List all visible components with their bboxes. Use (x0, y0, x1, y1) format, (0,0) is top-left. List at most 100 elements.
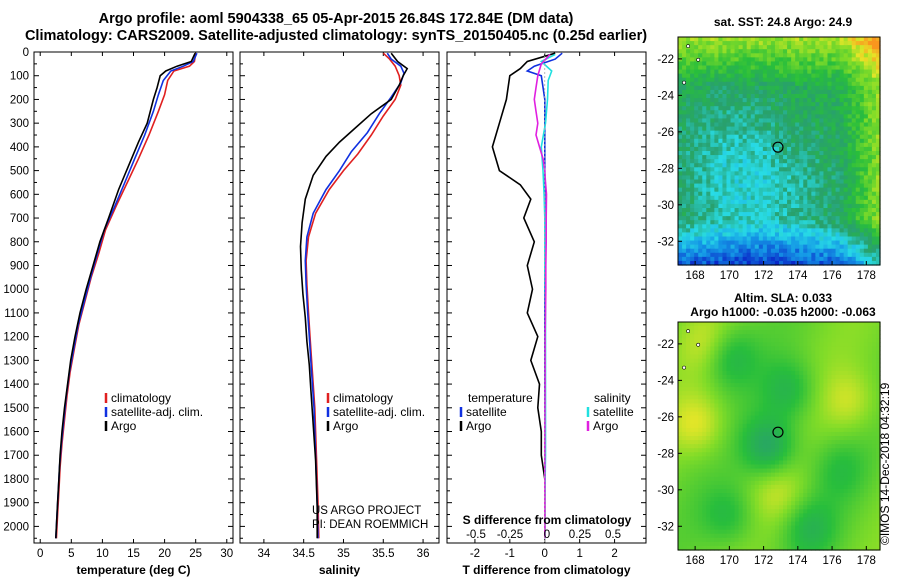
ax-sst-cell (698, 73, 703, 79)
ax-sst-cell (811, 220, 816, 225)
ax-sst-cell (694, 187, 699, 193)
ax-sst-cell (746, 41, 752, 46)
ax-sst-cell (718, 65, 724, 71)
ax-sst-cell (863, 179, 869, 185)
ax-sst-cell (714, 118, 719, 124)
ax-sst-cell (851, 256, 857, 262)
ax-sst-cell (710, 187, 715, 193)
ax-sst-cell (742, 183, 748, 189)
ax-sst-cell (746, 81, 752, 87)
ax-alt-cell (779, 391, 784, 396)
ax-sst-cell (871, 138, 877, 144)
ax-alt-cell (766, 322, 772, 327)
ax-alt-cell (742, 403, 748, 409)
ax-sst-cell (698, 53, 703, 58)
ax-alt-cell (835, 440, 841, 445)
ax-sst-cell (738, 236, 744, 242)
ax-sst-cell (827, 110, 833, 115)
ax-sst-cell (722, 159, 728, 164)
ax-sst-cell (766, 236, 772, 242)
ax-sst-xtick-label: 178 (857, 270, 876, 282)
ax-sst-cell (730, 220, 736, 225)
ax-sst-cell (686, 61, 691, 67)
ax-sst-cell (803, 37, 808, 42)
ax-alt-cell (722, 403, 728, 409)
ax-sst-cell (863, 126, 869, 132)
ax-sst-cell (807, 106, 812, 111)
ax-alt-cell (783, 444, 788, 449)
ax-alt-cell (706, 362, 711, 368)
ax-alt-cell (839, 370, 845, 376)
ax-alt-cell (722, 440, 728, 445)
ax-sst-cell (847, 73, 853, 79)
ax-sst-cell (726, 260, 732, 266)
ax-sst-cell (803, 203, 808, 209)
ax-alt-cell (867, 322, 873, 327)
ax-sst-cell (734, 61, 740, 67)
ax-sst-cell (787, 183, 792, 189)
ax-sst-cell (855, 244, 861, 250)
ax-alt-cell (847, 358, 853, 364)
ax-sst-cell (863, 212, 869, 217)
ax-sst-cell (791, 167, 796, 172)
ax-sst-cell (807, 65, 812, 71)
ax-sst-cell (791, 175, 796, 181)
ax-sst-cell (811, 167, 816, 172)
ax-sst-cell (803, 228, 808, 234)
ax-sst-cell (746, 130, 752, 136)
ax-sst-cell (815, 183, 820, 189)
ax-alt-cell (686, 366, 691, 372)
ax-sst-cell (746, 159, 752, 164)
ax-alt-cell (682, 362, 687, 368)
ax-alt-cell (855, 399, 861, 405)
ax-sst-cell (799, 118, 804, 124)
ax-alt-cell (686, 379, 691, 384)
ax-sst-cell (835, 41, 841, 46)
ax-alt-cell (762, 346, 768, 352)
ax-sst-cell (795, 45, 800, 50)
ax-sst-cell (714, 236, 719, 242)
ax-alt-cell (839, 366, 845, 372)
ax-alt-cell (867, 448, 873, 453)
ax-alt-cell (851, 444, 857, 449)
ax-sst-cell (839, 77, 845, 83)
ax-temp-ytick-label: 1300 (3, 355, 29, 367)
ax-sst-cell (843, 130, 849, 136)
ax-sst-cell (863, 130, 869, 136)
ax-sst-cell (827, 49, 833, 54)
ax-alt-cell (690, 391, 695, 396)
ax-sst-cell (815, 138, 820, 144)
ax-sst-cell (835, 199, 841, 205)
ax-alt-cell (710, 366, 715, 372)
ax-sst-cell (851, 106, 857, 111)
ax-alt-cell (835, 395, 841, 400)
ax-alt-cell (871, 362, 877, 368)
ax-alt-cell (686, 460, 691, 466)
ax-alt-cell (799, 415, 804, 421)
ax-alt-cell (702, 387, 707, 392)
ax-sst-cell (859, 216, 865, 221)
ax-sst-xtick-label: 174 (788, 270, 808, 282)
ax-alt-cell (726, 387, 732, 392)
ax-alt-cell (690, 415, 695, 421)
ax-sst-cell (827, 73, 833, 79)
ax-sst-cell (851, 155, 857, 160)
ax-alt-cell (730, 379, 736, 384)
ax-alt-cell (742, 366, 748, 372)
ax-alt-cell (867, 383, 873, 388)
ax-sst-cell (702, 102, 707, 107)
ax-sst-cell (762, 102, 768, 107)
ax-alt-cell (783, 391, 788, 396)
ax-alt-cell (843, 366, 849, 372)
ax-alt-cell (718, 358, 724, 364)
ax-sst-cell (734, 183, 740, 189)
ax-sst-cell (742, 146, 748, 152)
ax-sst-cell (795, 248, 800, 254)
ax-alt-cell (738, 423, 744, 429)
ax-sst-cell (766, 183, 772, 189)
ax-alt-cell (722, 370, 728, 376)
ax-alt-cell (762, 383, 768, 388)
difference-panel: -2 -1 0 1 2T difference from climatologytemp… (446, 51, 647, 577)
ax-alt-cell (758, 330, 764, 335)
ax-sst-cell (734, 134, 740, 140)
